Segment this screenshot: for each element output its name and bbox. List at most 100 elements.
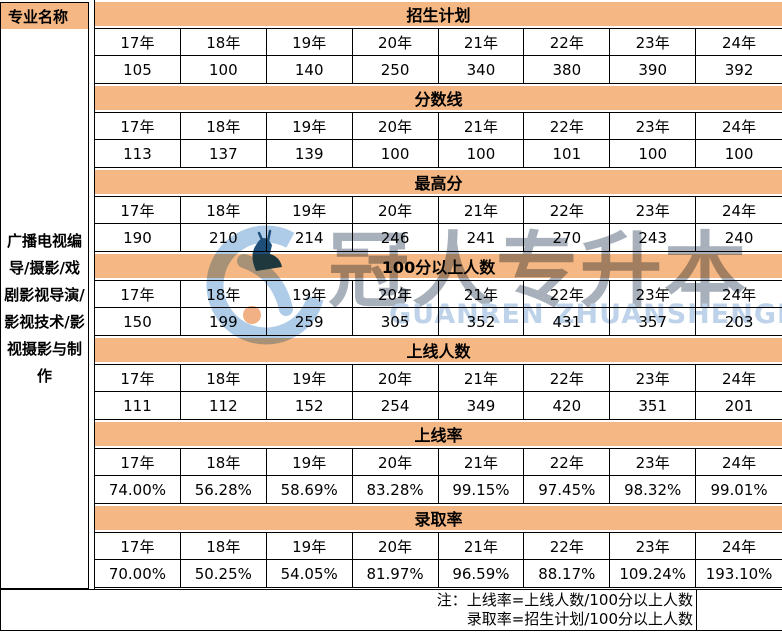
- section-header: 100分以上人数: [95, 254, 782, 278]
- value-cell: 100: [610, 140, 697, 167]
- year-header-cell: 22年: [524, 365, 611, 391]
- value-cell: 109.24%: [610, 560, 697, 587]
- value-cell: 81.97%: [353, 560, 439, 587]
- section-header: 分数线: [95, 86, 782, 110]
- value-row: 111 112 152 254 349 420 351 201: [95, 392, 782, 420]
- value-cell: 152: [267, 392, 353, 419]
- year-header-cell: 18年: [181, 281, 267, 307]
- value-cell: 97.45%: [524, 476, 611, 503]
- value-cell: 105: [95, 56, 181, 83]
- value-cell: 241: [439, 224, 525, 251]
- value-row: 190 210 214 246 241 270 243 240: [95, 224, 782, 252]
- year-header-cell: 18年: [181, 533, 267, 559]
- value-cell: 357: [610, 308, 697, 335]
- value-cell: 100: [439, 140, 525, 167]
- value-cell: 140: [267, 56, 353, 83]
- value-cell: 137: [181, 140, 267, 167]
- value-cell: 100: [353, 140, 439, 167]
- value-cell: 380: [524, 56, 611, 83]
- year-header-cell: 21年: [439, 533, 525, 559]
- value-cell: 56.28%: [181, 476, 267, 503]
- year-header-cell: 19年: [267, 281, 353, 307]
- year-header-cell: 19年: [267, 29, 353, 55]
- year-header-cell: 23年: [610, 113, 697, 139]
- year-header-row: 17年 18年 19年 20年 21年 22年 23年 24年: [95, 532, 782, 560]
- year-header-cell: 21年: [439, 449, 525, 475]
- year-header-cell: 18年: [181, 197, 267, 223]
- major-name-cell: 广播电视编导/摄影/戏剧影视导演/影视技术/影视摄影与制作: [0, 29, 89, 589]
- year-header-row: 17年 18年 19年 20年 21年 22年 23年 24年: [95, 448, 782, 476]
- value-cell: 203: [724, 312, 754, 331]
- year-header-cell: 24年: [722, 369, 757, 388]
- value-cell: 99.15%: [439, 476, 525, 503]
- year-header-cell: 22年: [524, 533, 611, 559]
- value-cell: 390: [610, 56, 697, 83]
- value-row: 105 100 140 250 340 380 390 392: [95, 56, 782, 84]
- value-cell: 243: [610, 224, 697, 251]
- value-cell: 240: [724, 228, 754, 247]
- major-name-header: 专业名称: [0, 2, 89, 30]
- year-header-cell: 22年: [524, 281, 611, 307]
- footer-empty-cell: [697, 590, 782, 630]
- year-header-cell: 24年: [722, 285, 757, 304]
- value-cell: 351: [610, 392, 697, 419]
- year-header-cell: 20年: [353, 533, 439, 559]
- year-header-cell: 20年: [353, 197, 439, 223]
- year-header-cell: 17年: [95, 365, 181, 391]
- stats-table: 招生计划 17年 18年 19年 20年 21年 22年 23年 24年 105 100 140 250…: [94, 0, 782, 590]
- value-cell: 431: [524, 308, 611, 335]
- year-header-cell: 18年: [181, 449, 267, 475]
- value-cell: 201: [724, 396, 754, 415]
- year-header-row: 17年 18年 19年 20年 21年 22年 23年 24年: [95, 28, 782, 56]
- year-header-cell: 22年: [524, 29, 611, 55]
- year-header-row: 17年 18年 19年 20年 21年 22年 23年 24年: [95, 364, 782, 392]
- section-header: 录取率: [95, 506, 782, 530]
- year-header-cell: 24年: [722, 201, 757, 220]
- year-header-cell: 20年: [353, 449, 439, 475]
- year-header-cell: 18年: [181, 365, 267, 391]
- year-header-cell: 21年: [439, 197, 525, 223]
- value-cell: 259: [267, 308, 353, 335]
- value-cell: 83.28%: [353, 476, 439, 503]
- value-cell: 193.10%: [705, 564, 773, 583]
- year-header-cell: 23年: [610, 449, 697, 475]
- year-header-cell: 19年: [267, 533, 353, 559]
- value-cell: 74.00%: [95, 476, 181, 503]
- value-cell: 199: [181, 308, 267, 335]
- year-header-cell: 21年: [439, 365, 525, 391]
- year-header-row: 17年 18年 19年 20年 21年 22年 23年 24年: [95, 112, 782, 140]
- value-cell: 392: [724, 60, 754, 79]
- year-header-cell: 21年: [439, 113, 525, 139]
- year-header-cell: 17年: [95, 29, 181, 55]
- year-header-cell: 23年: [610, 533, 697, 559]
- value-cell: 352: [439, 308, 525, 335]
- value-cell: 88.17%: [524, 560, 611, 587]
- value-cell: 340: [439, 56, 525, 83]
- value-cell: 349: [439, 392, 525, 419]
- value-cell: 70.00%: [95, 560, 181, 587]
- year-header-cell: 20年: [353, 29, 439, 55]
- year-header-cell: 22年: [524, 449, 611, 475]
- year-header-cell: 17年: [95, 281, 181, 307]
- section-header: 最高分: [95, 170, 782, 194]
- year-header-cell: 17年: [95, 533, 181, 559]
- year-header-cell: 22年: [524, 197, 611, 223]
- year-header-cell: 19年: [267, 197, 353, 223]
- value-cell: 100: [181, 56, 267, 83]
- section-header: 上线人数: [95, 338, 782, 362]
- year-header-cell: 24年: [722, 537, 757, 556]
- section-header: 上线率: [95, 422, 782, 446]
- year-header-row: 17年 18年 19年 20年 21年 22年 23年 24年: [95, 196, 782, 224]
- value-cell: 139: [267, 140, 353, 167]
- value-cell: 150: [95, 308, 181, 335]
- year-header-cell: 17年: [95, 113, 181, 139]
- value-cell: 254: [353, 392, 439, 419]
- value-cell: 54.05%: [267, 560, 353, 587]
- value-cell: 99.01%: [710, 480, 768, 499]
- value-cell: 58.69%: [267, 476, 353, 503]
- value-cell: 112: [181, 392, 267, 419]
- year-header-cell: 24年: [722, 33, 757, 52]
- value-row: 74.00% 56.28% 58.69% 83.28% 99.15% 97.45% 98.3…: [95, 476, 782, 504]
- section-header: 招生计划: [95, 2, 782, 26]
- value-cell: 246: [353, 224, 439, 251]
